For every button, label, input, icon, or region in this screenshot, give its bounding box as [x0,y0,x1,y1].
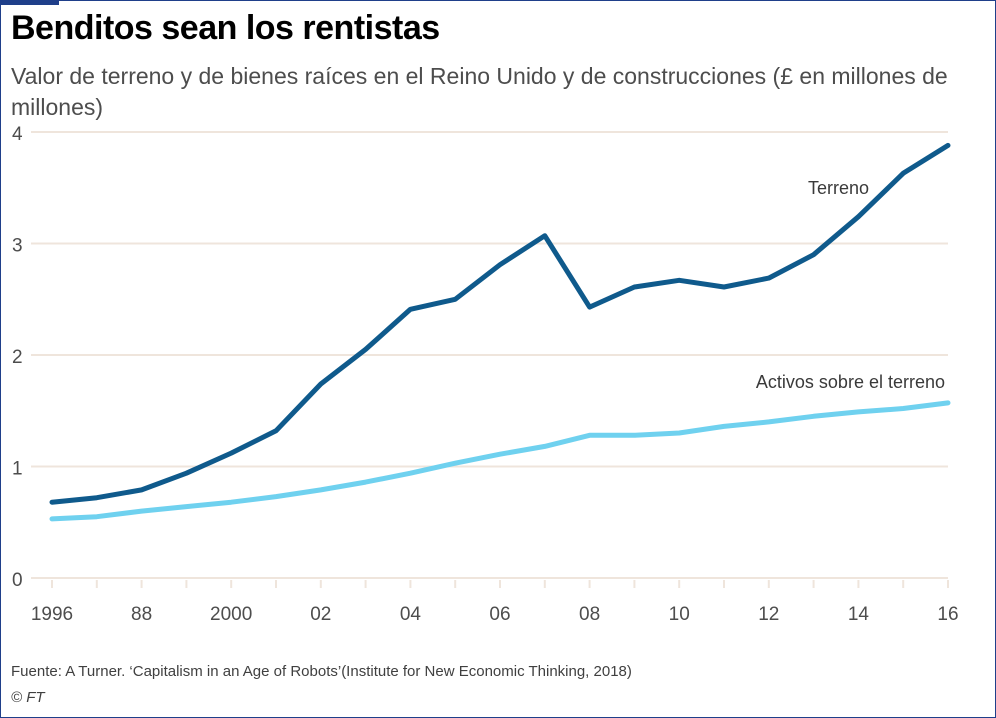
series-layer [49,142,951,522]
y-tick-label-0: 0 [12,570,23,591]
y-tick-label-3: 3 [12,236,23,257]
x-tick-label-1998: 88 [131,604,152,625]
x-tick-label-2002: 02 [310,604,331,625]
x-tick-label-2012: 12 [758,604,779,625]
source-note: Fuente: A Turner. ‘Capitalism in an Age … [11,663,632,680]
y-tick-label-4: 4 [12,124,23,145]
x-tick-label-2006: 06 [489,604,510,625]
x-tick-label-1996: 1996 [31,604,73,625]
x-tick-labels: 1996 88 2000 02 04 06 08 10 12 14 16 [31,604,959,625]
x-tick-label-2004: 04 [400,604,422,625]
series-label-activos: Activos sobre el terreno [756,372,945,392]
y-tick-labels: 0 1 2 3 4 [12,124,23,591]
grid-layer [31,131,949,588]
x-tick-label-2010: 10 [669,604,690,625]
series-line-terreno [49,142,951,505]
series-label-terreno: Terreno [808,178,869,198]
chart-title: Benditos sean los rentistas [11,9,440,47]
series-line-activos [49,400,951,522]
x-tick-label-2016: 16 [937,604,958,625]
y-tick-label-1: 1 [12,459,23,480]
x-tick-label-2008: 08 [579,604,600,625]
y-tick-label-2: 2 [12,347,23,368]
corner-tab [1,1,59,5]
chart-subtitle: Valor de terreno y de bienes raíces en e… [11,63,948,120]
annotation-layer: Terreno Activos sobre el terreno [756,178,945,392]
x-tick-label-2014: 14 [848,604,870,625]
copyright-note: © FT [11,689,45,706]
x-tick-label-2000: 2000 [210,604,252,625]
